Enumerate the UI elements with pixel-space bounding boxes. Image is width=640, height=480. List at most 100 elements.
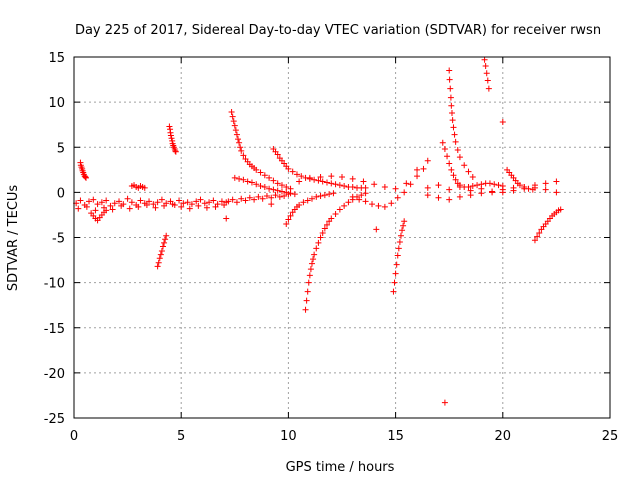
series-cluster-13-16h [349,165,427,210]
data-point [163,232,170,239]
data-point [345,199,352,206]
series-rise-10.5-15h [296,157,431,192]
data-point [349,193,356,200]
data-point [313,193,320,200]
data-point [393,261,400,268]
data-point [302,306,309,313]
data-point [228,109,235,116]
data-point [456,154,463,161]
data-point [201,200,208,207]
data-point [92,207,99,214]
data-point [499,189,506,196]
data-point [319,178,326,185]
data-point [77,197,84,204]
data-point [469,183,476,190]
axes: 0 5 10 15 20 25 -25 -20 -15 -10 -5 0 5 10 15 [44,51,619,444]
series-drop-15h [390,218,408,295]
data-point [141,184,148,191]
data-point [336,206,343,213]
data-point [317,174,324,181]
data-point [451,131,458,138]
data-point [240,152,247,159]
data-point [553,189,560,196]
data-point [304,288,311,295]
data-point [116,198,123,205]
data-point [259,195,266,202]
data-point [446,160,453,167]
data-point [240,176,247,183]
series-mid-baseline [225,191,292,206]
data-point [469,174,476,181]
data-point [90,196,97,203]
data-point [285,216,292,223]
data-point [251,196,258,203]
data-point [135,203,142,210]
data-point [435,194,442,201]
data-point [484,77,491,84]
data-point [452,176,459,183]
data-point [388,200,395,207]
data-points [73,56,564,406]
y-axis-label: SDTVAR / TECUs [6,185,21,292]
series-baseline-early-2 [75,201,228,214]
data-point [403,180,410,187]
data-point [369,201,376,208]
data-point [328,180,335,187]
data-point [308,195,315,202]
series-arc-7.4h [228,109,294,192]
data-point [268,194,275,201]
data-point [448,102,455,109]
y-tick-label: -15 [44,322,65,337]
data-point [317,234,324,241]
data-point [450,172,457,179]
data-point [529,186,536,193]
data-point [534,233,541,240]
data-point [323,179,330,186]
data-point [321,225,328,232]
data-point [229,113,236,120]
data-point [188,201,195,208]
data-point [289,168,296,175]
data-point [516,182,523,189]
data-point [447,94,454,101]
x-tick-label: 5 [177,429,185,444]
data-point [274,187,281,194]
series-arc-17.2h [439,139,506,190]
data-point [452,138,459,145]
data-point [103,207,110,214]
y-tick-label: 15 [48,51,65,66]
series-spike-4.5h [166,123,179,155]
data-point [283,220,290,227]
data-point [263,192,270,199]
data-point [161,202,168,209]
data-point [98,199,105,206]
data-point [311,176,318,183]
data-point [446,67,453,74]
data-point [193,198,200,205]
data-point [270,186,277,193]
data-point [448,109,455,116]
data-point [311,251,318,258]
data-point [285,165,292,172]
data-point [557,206,564,213]
data-point [373,226,380,233]
data-point [283,183,290,190]
data-point [166,123,173,130]
data-point [154,263,161,270]
data-point [111,200,118,207]
data-point [467,192,474,199]
data-point [336,182,343,189]
data-point [186,205,193,212]
series-rise-21.5h [531,206,564,244]
data-point [221,202,228,209]
data-point [491,181,498,188]
data-point [495,182,502,189]
data-point [229,196,236,203]
data-point [439,139,446,146]
data-point [414,173,421,180]
data-point [246,194,253,201]
data-point [461,162,468,169]
data-point [156,255,163,262]
x-tick-label: 15 [387,429,404,444]
data-point [395,245,402,252]
